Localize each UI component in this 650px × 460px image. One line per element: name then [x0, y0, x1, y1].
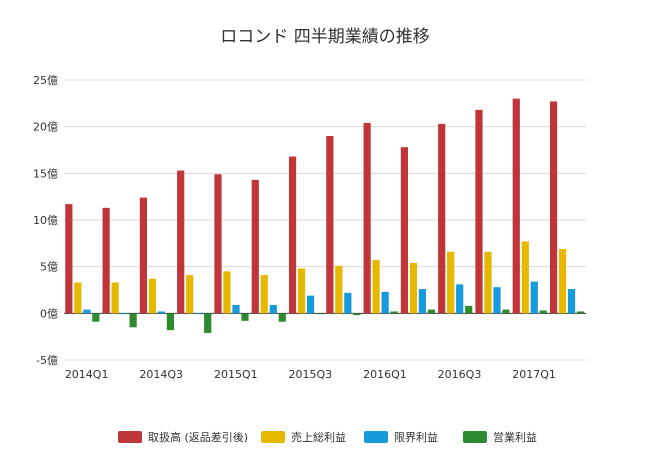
bar-series-1[interactable] — [438, 123, 446, 314]
bar-series-2[interactable] — [558, 248, 567, 314]
bar-series-3[interactable] — [269, 304, 277, 314]
bar-series-4[interactable] — [241, 313, 249, 321]
legend-label[interactable]: 営業利益 — [493, 430, 537, 444]
bar-series-2[interactable] — [74, 282, 82, 314]
grid-lines — [64, 79, 586, 361]
legend-label[interactable]: 取扱高 (返品差引後) — [148, 430, 248, 444]
y-tick-label: 10億 — [33, 214, 58, 227]
bar-series-3[interactable] — [530, 281, 538, 314]
x-tick-label: 2015Q1 — [214, 368, 258, 381]
bar-series-2[interactable] — [484, 251, 492, 314]
bar-series-2[interactable] — [223, 271, 231, 314]
x-tick-label: 2017Q1 — [512, 368, 556, 381]
bar-series-1[interactable] — [288, 156, 297, 314]
bar-series-3[interactable] — [344, 292, 352, 314]
bar-series-2[interactable] — [186, 275, 194, 314]
bar-series-2[interactable] — [297, 268, 306, 314]
bar-series-1[interactable] — [251, 179, 259, 314]
x-tick-label: 2014Q3 — [139, 368, 183, 381]
bar-series-4[interactable] — [166, 313, 175, 331]
y-tick-label: 5億 — [40, 261, 58, 274]
bar-series-2[interactable] — [111, 282, 119, 314]
bar-series-4[interactable] — [427, 309, 436, 314]
bar-series-4[interactable] — [576, 311, 585, 314]
bar-series-1[interactable] — [65, 204, 73, 314]
x-tick-label: 2014Q1 — [65, 368, 109, 381]
bar-series-4[interactable] — [353, 313, 361, 316]
y-tick-label: 0億 — [40, 307, 58, 320]
bar-series-1[interactable] — [102, 207, 110, 314]
bar-series-4[interactable] — [502, 309, 510, 314]
legend-swatch-4[interactable] — [463, 431, 487, 443]
bar-series-3[interactable] — [456, 284, 464, 314]
bar-series-2[interactable] — [148, 278, 157, 314]
bar-series-1[interactable] — [363, 122, 371, 314]
x-tick-label: 2016Q3 — [438, 368, 482, 381]
bar-series-1[interactable] — [400, 147, 409, 314]
legend-swatch-2[interactable] — [261, 431, 285, 443]
bar-series-1[interactable] — [512, 98, 520, 314]
bar-series-1[interactable] — [475, 109, 483, 314]
bar-series-4[interactable] — [390, 311, 398, 314]
bar-series-2[interactable] — [447, 251, 455, 314]
bar-series-3[interactable] — [306, 295, 315, 314]
bar-series-4[interactable] — [465, 305, 473, 314]
x-axis-labels: 2014Q1 2014Q3 2015Q1 2015Q3 2016Q1 2016Q3 2017… — [65, 368, 556, 381]
bar-series-1[interactable] — [326, 136, 334, 314]
x-tick-label: 2015Q3 — [289, 368, 333, 381]
bar-series-2[interactable] — [409, 262, 418, 314]
y-axis-labels: -5億 0億 5億 10億 15億 20億 25億 — [33, 74, 58, 367]
bars — [65, 98, 585, 333]
bar-series-2[interactable] — [521, 241, 529, 314]
bar-series-3[interactable] — [418, 289, 427, 314]
bar-series-1[interactable] — [177, 170, 185, 314]
bar-series-1[interactable] — [214, 174, 222, 314]
bar-series-2[interactable] — [372, 260, 380, 314]
bar-series-4[interactable] — [278, 313, 286, 322]
bar-series-1[interactable] — [139, 197, 148, 314]
bar-series-3[interactable] — [83, 309, 91, 314]
legend-swatch-3[interactable] — [364, 431, 388, 443]
bar-series-3[interactable] — [195, 313, 203, 315]
y-tick-label: 20億 — [33, 121, 58, 134]
bar-series-3[interactable] — [567, 289, 576, 314]
bar-series-2[interactable] — [335, 265, 343, 314]
chart-title: ロコンド 四半期業績の推移 — [220, 27, 429, 47]
x-tick-label: 2016Q1 — [363, 368, 407, 381]
bar-series-3[interactable] — [157, 311, 166, 314]
bar-series-4[interactable] — [204, 313, 212, 333]
bar-series-4[interactable] — [315, 313, 324, 315]
y-tick-label: 15億 — [33, 167, 58, 180]
y-tick-label: 25億 — [33, 74, 58, 87]
bar-series-3[interactable] — [120, 313, 128, 315]
y-tick-label: -5億 — [36, 354, 58, 367]
bar-series-4[interactable] — [129, 313, 137, 328]
bar-series-2[interactable] — [260, 275, 268, 314]
legend-label[interactable]: 売上総利益 — [291, 430, 346, 444]
legend[interactable]: 取扱高 (返品差引後) 売上総利益 限界利益 営業利益 — [118, 430, 537, 444]
bar-series-1[interactable] — [549, 101, 558, 314]
bar-series-3[interactable] — [493, 287, 501, 314]
legend-label[interactable]: 限界利益 — [394, 430, 438, 444]
legend-swatch-1[interactable] — [118, 431, 142, 443]
bar-series-4[interactable] — [539, 310, 547, 314]
bar-series-3[interactable] — [232, 304, 240, 314]
bar-series-3[interactable] — [381, 291, 389, 314]
bar-series-4[interactable] — [92, 313, 100, 322]
